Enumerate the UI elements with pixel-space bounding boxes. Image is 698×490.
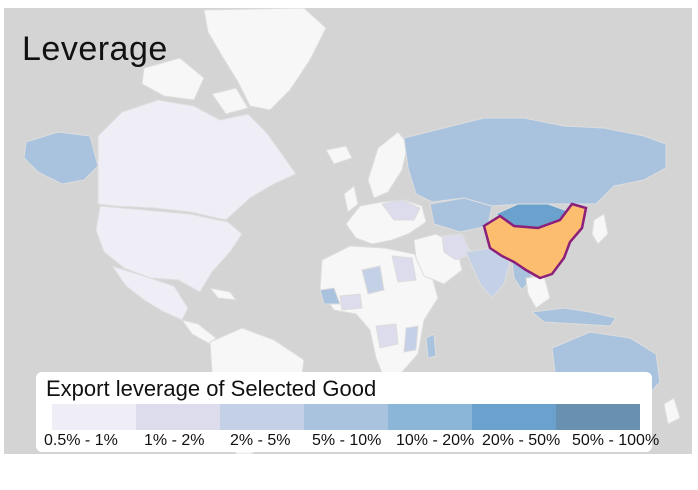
- legend: Export leverage of Selected Good 0.5% - …: [36, 372, 659, 452]
- legend-label-6: 50% - 100%: [572, 432, 660, 449]
- legend-label-4: 10% - 20%: [396, 432, 475, 449]
- legend-swatch-2[interactable]: [220, 404, 304, 430]
- iceland[interactable]: [325, 145, 353, 165]
- legend-label-5: 20% - 50%: [482, 432, 561, 449]
- legend-labels: 0.5% - 1% 1% - 2% 2% - 5% 5% - 10% 10% -…: [42, 432, 668, 452]
- legend-swatch-5[interactable]: [472, 404, 556, 430]
- legend-title: Export leverage of Selected Good: [46, 376, 377, 401]
- legend-color-bar: [52, 404, 640, 430]
- legend-swatch-1[interactable]: [136, 404, 220, 430]
- legend-label-3: 5% - 10%: [312, 432, 382, 449]
- alaska[interactable]: [23, 131, 99, 185]
- iran[interactable]: [441, 233, 473, 261]
- legend-swatch-6[interactable]: [556, 404, 640, 430]
- mozambique[interactable]: [403, 325, 419, 353]
- russia[interactable]: [403, 117, 667, 207]
- indonesia[interactable]: [530, 307, 617, 327]
- legend-swatch-4[interactable]: [388, 404, 472, 430]
- legend-label-2: 2% - 5%: [230, 432, 291, 449]
- guinea[interactable]: [319, 287, 341, 305]
- legend-label-0: 0.5% - 1%: [44, 432, 118, 449]
- china-selected[interactable]: [482, 202, 588, 280]
- west-africa-coast[interactable]: [339, 293, 363, 311]
- united-kingdom[interactable]: [343, 185, 359, 213]
- greenland[interactable]: [203, 8, 327, 111]
- world-map[interactable]: [4, 8, 692, 454]
- madagascar[interactable]: [425, 333, 437, 359]
- united-states[interactable]: [95, 205, 243, 293]
- southeast-asia[interactable]: [525, 275, 551, 309]
- scandinavia[interactable]: [367, 131, 409, 199]
- niger[interactable]: [361, 265, 385, 295]
- sudan[interactable]: [391, 255, 417, 283]
- canada[interactable]: [97, 99, 297, 221]
- legend-label-1: 1% - 2%: [144, 432, 205, 449]
- japan[interactable]: [591, 213, 609, 245]
- legend-swatch-0[interactable]: [52, 404, 136, 430]
- canada-arctic-islands[interactable]: [141, 57, 249, 115]
- angola[interactable]: [375, 323, 399, 349]
- new-zealand[interactable]: [663, 397, 681, 425]
- eastern-europe[interactable]: [381, 199, 421, 221]
- map-title: Leverage: [22, 30, 168, 68]
- legend-swatch-3[interactable]: [304, 404, 388, 430]
